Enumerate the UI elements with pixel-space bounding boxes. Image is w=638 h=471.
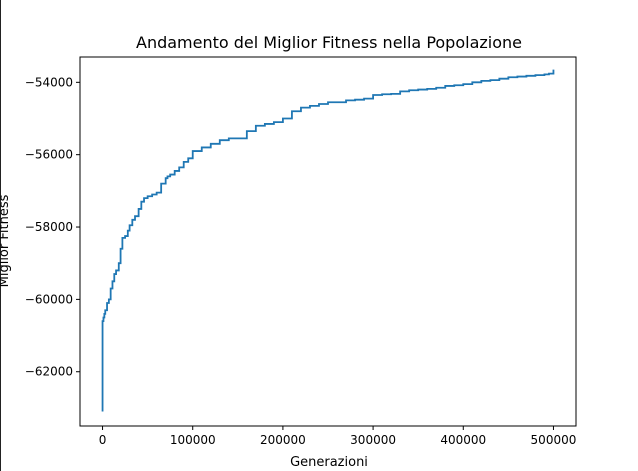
x-tick-label: 100000 xyxy=(170,433,216,447)
x-tick-label: 0 xyxy=(99,433,107,447)
x-axis-label: Generazioni xyxy=(290,455,368,470)
y-axis-ticks: −62000 −60000 −58000 −56000 −54000 xyxy=(25,75,80,379)
y-tick-label: −62000 xyxy=(25,365,73,379)
y-tick-label: −58000 xyxy=(25,220,73,234)
y-tick-label: −54000 xyxy=(25,75,73,89)
window-edge xyxy=(0,0,1,471)
series-layer xyxy=(101,69,555,412)
y-tick-label: −56000 xyxy=(25,148,73,162)
x-tick-label: 200000 xyxy=(260,433,306,447)
plot-area xyxy=(79,56,577,427)
x-axis-ticks: 0 100000 200000 300000 400000 500000 xyxy=(99,426,577,447)
y-tick-label: −60000 xyxy=(25,292,73,306)
x-tick-label: 300000 xyxy=(350,433,396,447)
chart-title: Andamento del Miglior Fitness nella Popo… xyxy=(136,33,522,52)
y-axis-label: Miglior Fitness xyxy=(0,194,12,287)
axes-frame xyxy=(79,56,577,427)
fitness-series-line xyxy=(101,69,555,412)
x-tick-label: 500000 xyxy=(531,433,577,447)
x-tick-label: 400000 xyxy=(440,433,486,447)
